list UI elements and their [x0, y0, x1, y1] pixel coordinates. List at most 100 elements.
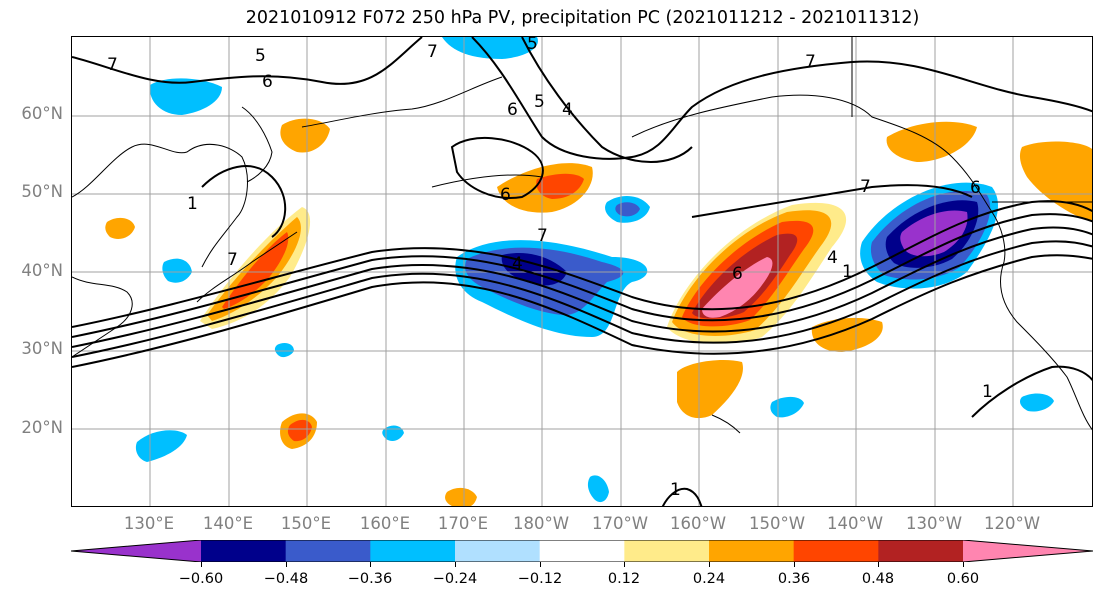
- colorbar-tick: [540, 562, 541, 567]
- contour-label: 5: [534, 92, 545, 112]
- colorbar-tick-label: −0.24: [432, 571, 478, 587]
- colorbar-swatch: [370, 540, 456, 562]
- map-canvas: 7 5 7 6 6 5 4 7 6 7 4 7 5 1 6 7 4 1 6 1 …: [72, 37, 1092, 506]
- contour-label: 7: [227, 250, 238, 270]
- colorbar-swatch: [539, 540, 625, 562]
- contour-label: 7: [537, 226, 548, 246]
- contour-jet-4: [72, 240, 1092, 358]
- colorbar-swatch: [71, 540, 201, 562]
- contour-north-4: [201, 165, 287, 238]
- contour-mid-1: [450, 136, 544, 199]
- negative-anomaly-south-6: [274, 343, 294, 358]
- contour-label: 1: [982, 382, 993, 402]
- colorbar-swatch: [624, 540, 710, 562]
- contour-label: 4: [512, 254, 523, 274]
- positive-anomaly-southeast: [811, 317, 883, 352]
- contour-label: 1: [670, 480, 681, 500]
- colorbar-tick: [455, 562, 456, 567]
- lon-label: 180°W: [512, 514, 570, 533]
- contour-label: 6: [500, 185, 511, 205]
- lat-label-50n: 50°N: [21, 182, 63, 201]
- contour-east-1: [691, 184, 973, 218]
- colorbar-swatch: [793, 540, 879, 562]
- contour-label: 7: [805, 52, 816, 72]
- positive-anomaly-japan-core: [222, 232, 289, 309]
- lon-label: 130°E: [123, 514, 175, 533]
- colorbar-swatch: [963, 540, 1093, 562]
- contour-label: 6: [262, 72, 273, 92]
- colorbar-tick: [794, 562, 795, 567]
- colorbar-tick-label: 0.48: [861, 571, 895, 587]
- colorbar-tick: [963, 562, 964, 567]
- colorbar-swatch: [455, 540, 541, 562]
- contour-label: 4: [827, 248, 838, 268]
- colorbar-tick-label: −0.48: [263, 571, 309, 587]
- colorbar-tick: [370, 562, 371, 567]
- contour-jet-2: [72, 213, 1092, 338]
- positive-anomaly-small-1: [105, 217, 135, 239]
- lon-label: 160°W: [669, 514, 727, 533]
- hawaii-islands: [711, 414, 741, 434]
- lon-label: 140°E: [202, 514, 254, 533]
- colorbar-tick-label: 0.60: [946, 571, 980, 587]
- positive-anomaly-canada: [1019, 141, 1092, 222]
- lon-label: 130°W: [905, 514, 963, 533]
- map-panel: 7 5 7 6 6 5 4 7 6 7 4 7 5 1 6 7 4 1 6 1 …: [71, 36, 1093, 507]
- lon-label: 150°E: [280, 514, 332, 533]
- contour-label: 1: [187, 194, 198, 214]
- contour-label: 6: [732, 264, 743, 284]
- lon-label: 160°E: [359, 514, 411, 533]
- contour-label: 4: [562, 100, 573, 120]
- contour-label: 7: [427, 42, 438, 62]
- colorbar-swatch: [201, 540, 287, 562]
- contour-north-3: [521, 37, 693, 163]
- positive-anomaly-kamchatka: [280, 118, 330, 153]
- coastline-alaska: [631, 94, 993, 213]
- lon-label: 170°E: [437, 514, 489, 533]
- contour-label: 7: [860, 177, 871, 197]
- positive-anomaly-aleutian-core: [536, 173, 584, 199]
- negative-anomaly-okhotsk: [149, 78, 222, 115]
- lon-label: 140°W: [826, 514, 884, 533]
- aleutian-islands: [431, 174, 543, 188]
- colorbar-swatch: [709, 540, 795, 562]
- negative-anomaly-south-5: [587, 475, 609, 503]
- positive-anomaly-west-core: [287, 419, 312, 442]
- lat-label-20n: 20°N: [21, 418, 63, 437]
- pv-contours: [72, 37, 1092, 506]
- contour-label: 1: [842, 262, 853, 282]
- coastline-siberia: [301, 76, 503, 128]
- colorbar-swatch: [285, 540, 371, 562]
- negative-anomaly-arctic: [442, 37, 538, 59]
- lat-label-40n: 40°N: [21, 261, 63, 280]
- colorbar-tick-label: −0.36: [347, 571, 393, 587]
- colorbar: [71, 540, 1093, 562]
- lon-label: 120°W: [983, 514, 1041, 533]
- negative-anomaly-japan: [162, 258, 192, 283]
- colorbar-tick: [286, 562, 287, 567]
- contour-label: 6: [507, 100, 518, 120]
- colorbar-swatch: [878, 540, 964, 562]
- contour-label: 6: [970, 178, 981, 198]
- negative-anomaly-south-3: [1020, 393, 1054, 412]
- negative-anomaly-south-1: [135, 430, 187, 462]
- coastline-kamchatka: [241, 106, 273, 183]
- contour-labels: 7 5 7 6 6 5 4 7 6 7 4 7 5 1 6 7 4 1 6 1 …: [107, 37, 993, 500]
- contour-jet-5: [72, 254, 1092, 368]
- positive-anomaly-small-2: [445, 487, 477, 506]
- contour-south-1: [661, 487, 703, 506]
- contour-label: 5: [527, 37, 538, 54]
- positive-anomaly-hawaii: [677, 360, 743, 419]
- contour-label: 5: [255, 46, 266, 66]
- negative-anomaly-south-2: [770, 396, 804, 418]
- contour-jet-3: [72, 226, 1092, 348]
- colorbar-tick: [624, 562, 625, 567]
- lon-label: 150°W: [748, 514, 806, 533]
- colorbar-tick-label: −0.12: [517, 571, 563, 587]
- contour-southeast-1: [971, 365, 1092, 418]
- contour-north-2: [471, 37, 1092, 160]
- colorbar-tick: [878, 562, 879, 567]
- colorbar-tick: [709, 562, 710, 567]
- colorbar-tick-label: 0.36: [777, 571, 811, 587]
- contour-north-1: [72, 37, 423, 85]
